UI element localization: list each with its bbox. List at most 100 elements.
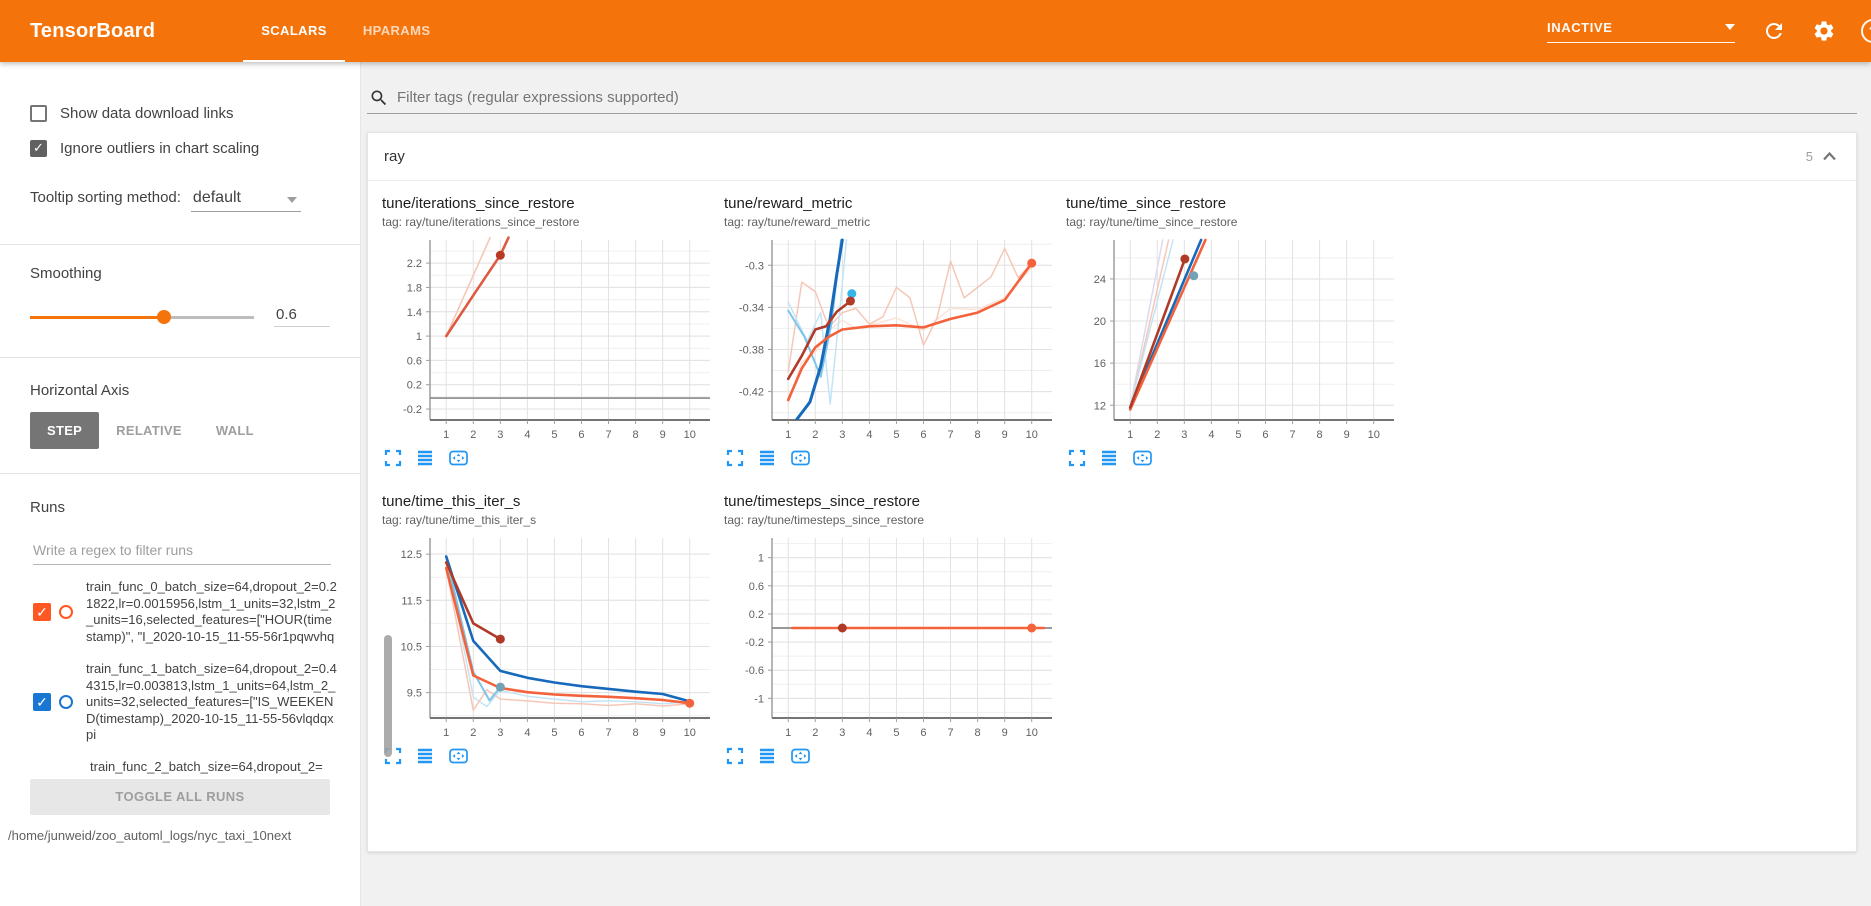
expand-chart-icon[interactable]	[1066, 447, 1088, 469]
toggle-runs-icon[interactable]	[414, 447, 436, 469]
endpoint-marker	[1180, 254, 1190, 264]
fit-domain-icon[interactable]	[788, 745, 813, 767]
svg-text:10: 10	[1026, 727, 1038, 739]
toggle-runs-icon[interactable]	[756, 745, 778, 767]
slider-thumb[interactable]	[157, 309, 172, 324]
svg-text:3: 3	[839, 429, 845, 441]
toggle-runs-icon[interactable]	[1098, 447, 1120, 469]
svg-text:3: 3	[497, 429, 503, 441]
help-icon[interactable]: ?	[1861, 19, 1871, 43]
tab-hparams[interactable]: HPARAMS	[362, 22, 431, 38]
series-run0-raw	[445, 236, 491, 337]
fit-domain-icon[interactable]	[788, 447, 813, 469]
svg-text:0.2: 0.2	[749, 609, 764, 621]
svg-text:10: 10	[1026, 429, 1038, 441]
expand-chart-icon[interactable]	[724, 447, 746, 469]
status-label: INACTIVE	[1547, 19, 1613, 35]
svg-text:8: 8	[975, 727, 981, 739]
log-directory-path: /home/junweid/zoo_automl_logs/nyc_taxi_1…	[8, 827, 292, 843]
svg-text:3: 3	[497, 727, 503, 739]
svg-text:8: 8	[633, 727, 639, 739]
tooltip-sorting-label: Tooltip sorting method:	[30, 189, 181, 206]
toggle-runs-icon[interactable]	[756, 447, 778, 469]
run-name: train_func_0_batch_size=64,dropout_2=0.2…	[86, 579, 337, 644]
chart-toolbar	[1066, 447, 1408, 469]
chart-card-reward_metric: tune/reward_metric tag: ray/tune/reward_m…	[724, 195, 1066, 469]
svg-text:16: 16	[1094, 358, 1106, 370]
endpoint-marker	[837, 623, 847, 633]
tag-filter-input[interactable]	[397, 89, 1857, 106]
radio-icon[interactable]	[59, 605, 73, 619]
chart-plot-area[interactable]: -0.42 -0.38 -0.34 -0.3 1 2 3 4 5 6 7 8 9 10	[724, 235, 1058, 445]
fit-domain-icon[interactable]	[446, 745, 471, 767]
run-item[interactable]: ✓ train_func_0_batch_size=64,dropout_2=0.…	[0, 579, 360, 645]
settings-button[interactable]	[1811, 18, 1837, 44]
checkbox-checked-icon: ✓	[30, 139, 47, 157]
divider	[0, 473, 360, 474]
svg-text:4: 4	[1208, 429, 1214, 441]
series-run0-raw	[445, 567, 691, 711]
chart-toolbar	[382, 447, 724, 469]
radio-icon[interactable]	[59, 695, 73, 710]
runs-filter-input[interactable]	[33, 542, 331, 565]
series-run0-smoothed	[1128, 238, 1207, 411]
svg-text:0.6: 0.6	[407, 355, 422, 367]
expand-chart-icon[interactable]	[724, 745, 746, 767]
run-item[interactable]: train_func_2_batch_size=64,dropout_2=	[0, 760, 360, 775]
show-download-links-checkbox[interactable]: Show data download links	[0, 102, 360, 124]
fit-domain-icon[interactable]	[1130, 447, 1155, 469]
svg-text:2.2: 2.2	[407, 258, 422, 270]
tag-filter-bar	[367, 86, 1857, 114]
svg-text:1: 1	[785, 429, 791, 441]
svg-text:5: 5	[1235, 429, 1241, 441]
checkbox-checked-icon[interactable]: ✓	[33, 693, 51, 712]
smoothing-slider[interactable]	[30, 309, 254, 324]
toggle-runs-icon[interactable]	[414, 745, 436, 767]
toggle-all-runs-button[interactable]: TOGGLE ALL RUNS	[30, 778, 330, 815]
sidebar-scrollbar[interactable]	[384, 635, 392, 757]
chart-plot-area[interactable]: 9.5 10.5 11.5 12.5 1 2 3 4 5 6 7 8 9 10	[382, 533, 716, 743]
chart-title: tune/timesteps_since_restore	[724, 493, 920, 510]
status-dropdown[interactable]: INACTIVE	[1547, 20, 1735, 43]
runs-label: Runs	[30, 499, 66, 516]
checkbox-checked-icon[interactable]: ✓	[33, 603, 51, 621]
expand-chart-icon[interactable]	[382, 447, 404, 469]
axis-wall-button[interactable]: WALL	[199, 412, 271, 449]
endpoint-marker	[685, 698, 695, 708]
series-run1-raw	[445, 555, 691, 708]
tooltip-sorting-value: default	[192, 189, 241, 206]
chart-plot-area[interactable]: -1 -0.6 -0.2 0.2 0.6 1 1 2 3 4 5 6 7 8 9 10	[724, 533, 1058, 743]
ray-section-header[interactable]: ray 5	[368, 133, 1856, 181]
refresh-icon	[1766, 23, 1782, 39]
divider	[0, 357, 360, 358]
svg-text:24: 24	[1094, 274, 1106, 286]
svg-text:6: 6	[920, 727, 926, 739]
svg-text:1.4: 1.4	[407, 307, 422, 319]
endpoint-marker	[495, 634, 505, 644]
ignore-outliers-checkbox[interactable]: ✓ Ignore outliers in chart scaling	[0, 137, 360, 159]
chart-plot-area[interactable]: -0.2 0.2 0.6 1 1.4 1.8 2.2 1 2 3 4 5 6 7 8 9 10	[382, 235, 716, 445]
svg-text:12: 12	[1094, 400, 1106, 412]
fit-domain-icon[interactable]	[446, 447, 471, 469]
svg-text:9: 9	[1002, 429, 1008, 441]
series-run1-smoothed	[794, 238, 844, 420]
svg-text:1: 1	[443, 429, 449, 441]
chart-tag: tag: ray/tune/reward_metric	[724, 215, 871, 229]
svg-text:3: 3	[1181, 429, 1187, 441]
axis-relative-button[interactable]: RELATIVE	[99, 412, 199, 449]
chart-toolbar	[382, 745, 724, 767]
axis-step-button[interactable]: STEP	[30, 412, 100, 449]
tooltip-sorting-select[interactable]: default	[190, 189, 301, 212]
smoothing-value[interactable]: 0.6	[274, 306, 330, 327]
tab-scalars[interactable]: SCALARS	[243, 0, 345, 62]
refresh-button[interactable]	[1761, 18, 1787, 44]
svg-text:2: 2	[470, 429, 476, 441]
series-run2-raw	[787, 266, 1033, 405]
checkbox-label: Show data download links	[60, 104, 234, 122]
chart-toolbar	[724, 745, 1066, 767]
svg-text:0.6: 0.6	[749, 581, 764, 593]
svg-text:2: 2	[812, 727, 818, 739]
run-item[interactable]: ✓ train_func_1_batch_size=64,dropout_2=0.…	[0, 661, 360, 744]
series-run1-light	[445, 555, 502, 702]
